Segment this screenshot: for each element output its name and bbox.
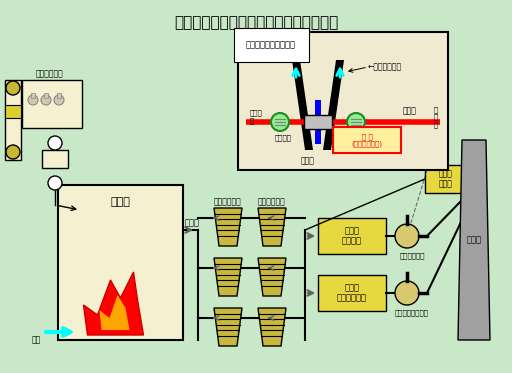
Text: ←渉ガスの流れ: ←渉ガスの流れ (368, 63, 402, 72)
Circle shape (48, 176, 62, 190)
Text: 排気筒
モニタ: 排気筒 モニタ (439, 169, 453, 189)
Circle shape (395, 224, 419, 248)
Text: 排ガス補助ブロア: 排ガス補助ブロア (395, 309, 429, 316)
Text: 排ガスブロア: 排ガスブロア (399, 252, 425, 258)
Circle shape (347, 113, 365, 131)
Bar (22, 80, 82, 128)
Circle shape (54, 95, 64, 105)
Polygon shape (258, 308, 286, 346)
Text: 焼却炉: 焼却炉 (111, 197, 131, 207)
Polygon shape (458, 140, 490, 340)
Bar (57, 93, 61, 98)
Circle shape (48, 136, 62, 150)
Text: 伊方発電所　雑固体焼却設備系統概略図: 伊方発電所 雑固体焼却設備系統概略図 (174, 15, 338, 30)
Bar (425, 165, 467, 193)
Circle shape (28, 95, 38, 105)
Text: ２次フィルタ: ２次フィルタ (258, 197, 286, 206)
Polygon shape (214, 308, 242, 346)
Polygon shape (214, 208, 242, 246)
Bar (333, 127, 401, 153)
Polygon shape (292, 60, 313, 150)
Polygon shape (83, 272, 143, 335)
Text: 排ガス
補助フィルタ: 排ガス 補助フィルタ (337, 283, 367, 303)
Text: 渉ガスブロア部拡大図: 渉ガスブロア部拡大図 (246, 40, 296, 49)
Bar (42, 150, 68, 168)
Bar (58, 185, 183, 340)
Text: 排ガス
フィルタ: 排ガス フィルタ (342, 226, 362, 246)
Bar (304, 115, 332, 129)
Bar (44, 93, 48, 98)
Bar (315, 100, 321, 144)
Circle shape (6, 81, 20, 95)
Text: 空気: 空気 (32, 335, 41, 344)
Polygon shape (258, 208, 286, 246)
Text: 排気筒: 排気筒 (466, 235, 481, 244)
Polygon shape (258, 258, 286, 296)
Circle shape (6, 145, 20, 159)
Text: １次フィルタ: １次フィルタ (214, 197, 242, 206)
Text: 距 受
(当該損傷箇所): 距 受 (当該損傷箇所) (352, 133, 382, 147)
Polygon shape (99, 295, 130, 330)
Polygon shape (214, 258, 242, 296)
Bar (318, 275, 386, 311)
Circle shape (395, 281, 419, 305)
Bar (5, 105, 21, 118)
Bar (238, 32, 448, 170)
Text: 羽根車: 羽根車 (301, 156, 315, 165)
Text: モータ
側: モータ 側 (250, 110, 263, 124)
Polygon shape (323, 60, 344, 150)
Text: 軸
端
側: 軸 端 側 (434, 106, 438, 128)
Bar (318, 218, 386, 254)
Text: 排ガス: 排ガス (185, 218, 200, 227)
Circle shape (41, 95, 51, 105)
Text: カバー: カバー (403, 106, 417, 115)
Text: ブロア軸: ブロア軸 (274, 134, 291, 141)
Text: 雑固体供給機: 雑固体供給機 (36, 69, 64, 78)
Circle shape (271, 113, 289, 131)
Bar (5, 80, 21, 160)
Bar (31, 93, 35, 98)
